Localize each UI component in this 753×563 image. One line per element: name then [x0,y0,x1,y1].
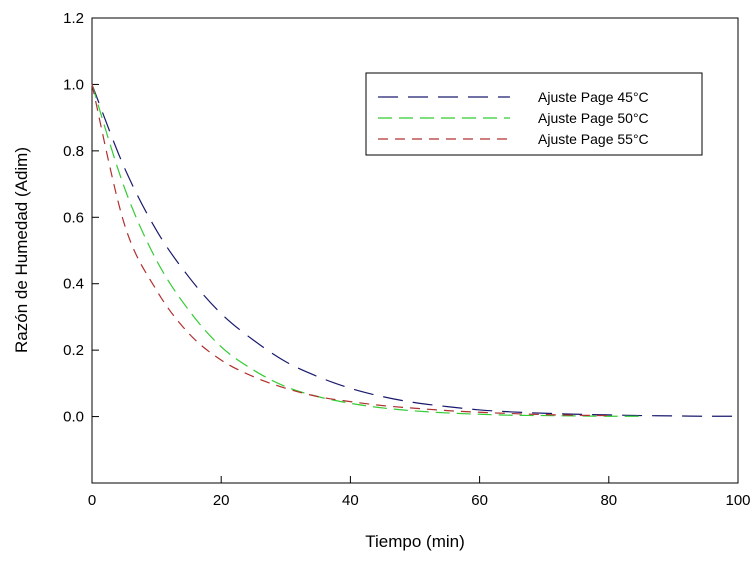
y-tick-label: 1.0 [63,76,84,93]
x-tick-label: 100 [725,492,750,509]
x-tick-label: 20 [213,492,230,509]
legend-label: Ajuste Page 45°C [538,89,649,105]
y-tick-label: 0.2 [63,342,84,359]
y-tick-label: 0.8 [63,143,84,160]
x-tick-label: 40 [342,492,359,509]
x-axis-title: Tiempo (min) [365,532,465,551]
x-tick-label: 60 [471,492,488,509]
legend-box [365,72,703,156]
plot-frame [91,17,739,484]
y-axis: 0.0 0.2 0.4 0.6 0.8 1.0 1.2 [63,10,99,426]
y-axis-title: Razón de Humedad (Adim) [12,147,31,353]
series-line-1 [91,84,739,417]
y-tick-label: 0.4 [63,276,84,293]
legend-label: Ajuste Page 50°C [538,110,649,126]
series-line-3 [91,84,609,417]
x-axis: 0 20 40 60 80 100 [88,476,751,509]
y-tick-label: 0.0 [63,409,84,426]
x-tick-label: 80 [600,492,617,509]
series-line-2 [91,84,642,417]
series-layer [91,84,739,417]
legend: Ajuste Page 45°C Ajuste Page 50°C Ajuste P… [365,72,703,156]
x-tick-label: 0 [88,492,96,509]
legend-label: Ajuste Page 55°C [538,131,649,147]
y-tick-label: 1.2 [63,10,84,27]
y-tick-label: 0.6 [63,209,84,226]
